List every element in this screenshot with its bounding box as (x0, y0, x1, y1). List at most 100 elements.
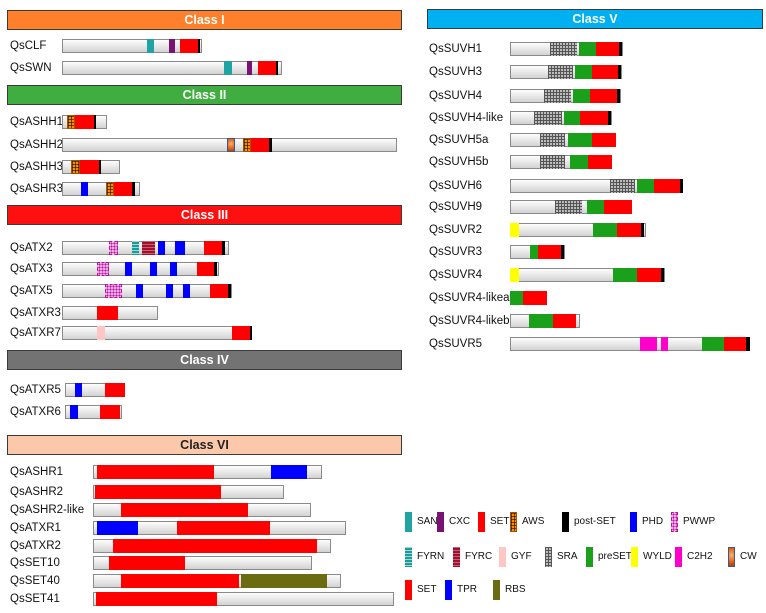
gene-label: QsSUVH5a (429, 134, 489, 146)
domain-set (724, 337, 746, 351)
domain-preset (568, 133, 592, 147)
domain-post-set (680, 179, 683, 193)
domain-c2h2 (661, 337, 668, 351)
domain-post-set (661, 268, 664, 282)
domain-sra (555, 200, 582, 214)
domain-set (109, 556, 185, 570)
gene-label: QsSET41 (10, 593, 60, 605)
gene-label: QsATX3 (10, 263, 53, 275)
legend-label: RBS (505, 584, 526, 595)
domain-set (588, 155, 612, 169)
domain-set (204, 241, 222, 255)
legend-item-set: SET (478, 512, 538, 532)
domain-c2h2 (640, 337, 657, 351)
gene-label: QsSUVR2 (429, 224, 483, 236)
class-iii-header: Class III (7, 205, 402, 225)
gene-label: QsSUVH4-like (429, 112, 504, 124)
legend-item-set: SET (405, 580, 465, 600)
domain-set (596, 42, 619, 56)
domain-sra (540, 133, 565, 147)
domain-sra (550, 42, 577, 56)
protein-bar (510, 314, 580, 328)
legend-label: CW (740, 551, 757, 562)
protein-bar (62, 138, 397, 152)
domain-aws (71, 160, 80, 174)
domain-preset (510, 291, 523, 305)
legend-label: preSET (598, 551, 632, 562)
domain-post-set (198, 39, 200, 53)
domain-set (258, 61, 276, 75)
gene-label: QsASHR3 (10, 183, 64, 195)
legend-swatch (510, 512, 517, 532)
gene-label: QsSUVH6 (429, 180, 483, 192)
legend-item-c2h2: C2H2 (675, 547, 735, 567)
domain-set (114, 182, 132, 196)
legend-label: WYLD (643, 551, 672, 562)
domain-preset (613, 268, 637, 282)
protein-bar (93, 465, 322, 479)
domain-set (637, 268, 661, 282)
protein-bar (93, 521, 346, 535)
legend-item-gyf: GYF (499, 547, 559, 567)
legend-swatch (405, 512, 412, 532)
domain-set (105, 383, 125, 397)
domain-set (553, 314, 576, 328)
legend-item-aws: AWS (510, 512, 570, 532)
legend-swatch (405, 580, 412, 600)
domain-tpr (271, 465, 307, 479)
protein-bar (65, 405, 122, 419)
gene-label: QsCLF (10, 40, 47, 52)
domain-preset (702, 337, 724, 351)
protein-bar (93, 503, 311, 517)
protein-bar (93, 556, 312, 570)
domain-preset (575, 65, 592, 79)
legend-label: FYRC (465, 551, 493, 562)
legend-label: FYRN (417, 551, 445, 562)
domain-preset (564, 111, 580, 125)
protein-bar (510, 291, 547, 305)
domain-phd (170, 262, 177, 276)
legend-item-fyrn: FYRN (405, 547, 465, 567)
domain-post-set (608, 111, 611, 125)
domain-post-set (641, 223, 644, 237)
legend-item-phd: PHD (630, 512, 690, 532)
protein-bar (510, 42, 623, 56)
domain-aws (106, 182, 114, 196)
legend-swatch (405, 547, 412, 567)
domain-preset (593, 223, 617, 237)
domain-sra (610, 179, 635, 193)
gene-label: QsSET40 (10, 575, 60, 587)
class-iv-header: Class IV (7, 350, 402, 370)
domain-set (121, 574, 239, 588)
domain-phd (183, 284, 190, 298)
domain-post-set (269, 138, 272, 152)
legend-item-pwwp: PWWP (671, 512, 731, 532)
domain-phd (150, 262, 157, 276)
legend-swatch (562, 512, 569, 532)
legend-swatch (445, 580, 452, 600)
gene-label: QsSWN (10, 62, 52, 74)
protein-bar (93, 592, 394, 606)
domain-cw (227, 138, 235, 152)
domain-post-set (250, 326, 252, 340)
domain-cxc (247, 61, 252, 75)
domain-set (177, 521, 270, 535)
legend-label: PHD (642, 516, 664, 527)
protein-bar (510, 111, 612, 125)
domain-phd (81, 182, 88, 196)
domain-phd (166, 284, 173, 298)
domain-post-set (132, 182, 135, 196)
gene-label: QsATXR5 (10, 384, 61, 396)
domain-sra (548, 65, 573, 79)
legend-item-cxc: CXC (437, 512, 497, 532)
legend-item-fyrc: FYRC (453, 547, 513, 567)
domain-pwwp (109, 241, 118, 255)
domain-rbs (241, 574, 327, 588)
gene-label: QsSUVR4 (429, 269, 483, 281)
domain-phd (75, 383, 82, 397)
protein-bar (62, 182, 140, 196)
legend-item-tpr: TPR (445, 580, 505, 600)
gene-label: QsSUVH5b (429, 156, 489, 168)
domain-post-set (618, 65, 621, 79)
protein-bar (62, 115, 107, 129)
